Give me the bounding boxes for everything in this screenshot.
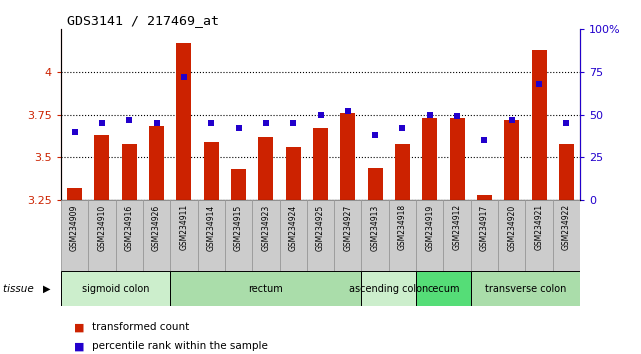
Bar	[362, 200, 389, 271]
Text: tissue: tissue	[3, 284, 37, 293]
Bar	[258, 137, 273, 200]
Text: GSM234923: GSM234923	[262, 204, 271, 251]
Bar	[94, 135, 110, 200]
Text: ascending colon: ascending colon	[349, 284, 428, 293]
Bar	[389, 200, 416, 271]
Text: percentile rank within the sample: percentile rank within the sample	[92, 341, 267, 351]
Text: transformed count: transformed count	[92, 322, 189, 332]
Bar	[504, 120, 519, 200]
Bar	[286, 147, 301, 200]
Bar	[477, 195, 492, 200]
Text: ■: ■	[74, 341, 84, 351]
Bar	[61, 200, 88, 271]
Bar	[204, 142, 219, 200]
Bar	[368, 167, 383, 200]
Text: sigmoid colon: sigmoid colon	[82, 284, 149, 293]
Text: GSM234920: GSM234920	[507, 204, 516, 251]
Bar	[449, 118, 465, 200]
Text: GSM234909: GSM234909	[70, 204, 79, 251]
Text: cecum: cecum	[427, 284, 460, 293]
Bar	[531, 50, 547, 200]
Text: GSM234913: GSM234913	[370, 204, 379, 251]
Bar	[526, 200, 553, 271]
Bar	[559, 144, 574, 200]
Text: GSM234919: GSM234919	[426, 204, 435, 251]
Text: GSM234926: GSM234926	[152, 204, 161, 251]
Text: GSM234910: GSM234910	[97, 204, 106, 251]
Text: transverse colon: transverse colon	[485, 284, 566, 293]
Bar	[470, 200, 498, 271]
Bar	[395, 144, 410, 200]
Text: GSM234915: GSM234915	[234, 204, 243, 251]
Bar	[422, 118, 437, 200]
Bar	[171, 271, 362, 306]
Bar	[176, 43, 192, 200]
Bar	[553, 200, 580, 271]
Bar	[362, 271, 416, 306]
Bar	[340, 113, 355, 200]
Text: ▶: ▶	[43, 284, 51, 293]
Bar	[122, 144, 137, 200]
Bar	[252, 200, 279, 271]
Bar	[307, 200, 334, 271]
Bar	[143, 200, 171, 271]
Bar	[171, 200, 197, 271]
Bar	[231, 169, 246, 200]
Text: GSM234921: GSM234921	[535, 204, 544, 250]
Bar	[149, 126, 164, 200]
Text: rectum: rectum	[249, 284, 283, 293]
Bar	[197, 200, 225, 271]
Bar	[313, 128, 328, 200]
Text: GSM234918: GSM234918	[398, 204, 407, 250]
Bar	[67, 188, 82, 200]
Bar	[88, 200, 115, 271]
Bar	[416, 200, 444, 271]
Text: GSM234914: GSM234914	[206, 204, 215, 251]
Bar	[61, 271, 171, 306]
Bar	[334, 200, 362, 271]
Text: GSM234922: GSM234922	[562, 204, 571, 250]
Bar	[470, 271, 580, 306]
Bar	[498, 200, 526, 271]
Text: GSM234917: GSM234917	[480, 204, 489, 251]
Text: GSM234927: GSM234927	[344, 204, 353, 251]
Text: GDS3141 / 217469_at: GDS3141 / 217469_at	[67, 14, 219, 27]
Text: GSM234925: GSM234925	[316, 204, 325, 251]
Bar	[225, 200, 252, 271]
Bar	[279, 200, 307, 271]
Text: GSM234916: GSM234916	[125, 204, 134, 251]
Bar	[416, 271, 470, 306]
Text: ■: ■	[74, 322, 84, 332]
Bar	[444, 200, 470, 271]
Text: GSM234924: GSM234924	[288, 204, 297, 251]
Bar	[115, 200, 143, 271]
Text: GSM234912: GSM234912	[453, 204, 462, 250]
Text: GSM234911: GSM234911	[179, 204, 188, 250]
